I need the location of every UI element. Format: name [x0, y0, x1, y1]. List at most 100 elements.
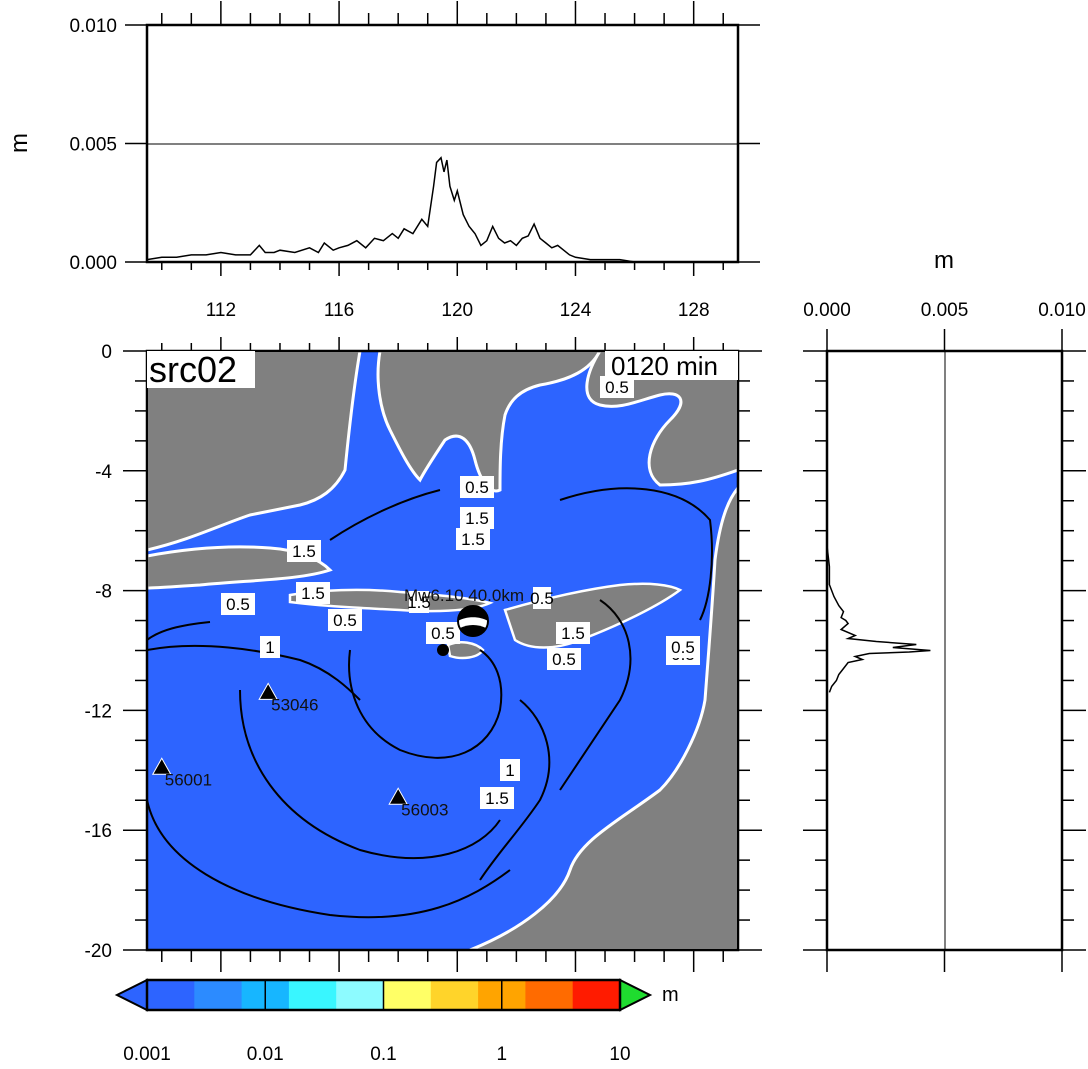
event-label: Mw6.10 40.0km: [404, 586, 524, 605]
colorbar-segment: [336, 980, 384, 1010]
latitude-profile-line: [826, 524, 931, 693]
top-y-tick-label: 0.010: [69, 16, 117, 37]
right-x-tick-label: 0.005: [921, 300, 969, 321]
svg-text:0.5: 0.5: [605, 378, 629, 397]
land-islands-west: [288, 588, 494, 613]
contour-lines: [147, 487, 713, 919]
right-panel-ticks: [803, 329, 1086, 972]
top-y-tick-label: 0.005: [69, 135, 117, 156]
svg-text:1.5: 1.5: [465, 509, 489, 528]
colorbar-tick-label: 0.01: [247, 1044, 284, 1065]
contour-label: 0.5: [530, 587, 554, 609]
colorbar-segment: [525, 980, 574, 1010]
top-panel-ticks: [125, 1, 760, 276]
colorbar-unit: m: [662, 984, 679, 1006]
contour-label: 1.5: [460, 507, 494, 529]
contour-label: 0.5: [547, 648, 581, 670]
contour-label-group: 0.5 0.5 0.5 0.5 0.5 1 1 1.5 1.5 1.5 1.5 …: [221, 376, 700, 809]
land-borneo-sulawesi: [376, 351, 602, 493]
map-panel-ticks: [123, 337, 762, 972]
station-triangle-icon: [151, 757, 172, 775]
contour-label: 1.5: [287, 540, 321, 562]
contour-label: 1.5: [407, 591, 431, 613]
station-triangle-icon: [388, 787, 409, 805]
contour-label: 0.5: [666, 636, 700, 658]
right-x-tick-label: 0.000: [803, 300, 851, 321]
colorbar-under-arrow: [114, 978, 148, 1012]
station-triangle-icon: [258, 682, 279, 700]
contour-label: 0.5: [221, 593, 255, 615]
time-label: 0120 min: [605, 351, 738, 381]
colorbar-tick-label: 10: [609, 1044, 630, 1065]
map-y-tick-label: -4: [95, 462, 112, 483]
station-markers: 53046 56001 56003: [151, 682, 448, 819]
top-panel-y-unit: m: [6, 133, 33, 153]
svg-text:1.5: 1.5: [301, 584, 325, 603]
top-x-tick-label: 128: [678, 300, 710, 321]
top-x-tick-label: 112: [206, 300, 236, 321]
map-y-tick-label: -8: [95, 582, 112, 603]
epicenter-dot: [437, 644, 449, 656]
top-y-tick-label: 0.000: [69, 253, 117, 274]
event-marker: Mw6.10 40.0km: [404, 586, 524, 656]
contour-label: 0.5: [600, 376, 634, 398]
colorbar-segment: [572, 980, 621, 1010]
contour-label: 1.5: [556, 622, 590, 644]
contour-label: 1.5: [296, 582, 330, 604]
svg-text:0.5: 0.5: [552, 650, 576, 669]
right-panel: 0.000 0.005 0.010 m: [803, 247, 1086, 972]
svg-text:1.5: 1.5: [461, 530, 485, 549]
contour-label: 0.5: [328, 609, 362, 631]
contour-label: 1.5: [456, 528, 490, 550]
right-x-tick-label: 0.010: [1038, 300, 1086, 321]
focal-mechanism-icon: [457, 605, 489, 637]
map-panel: 0.5 0.5 0.5 0.5 0.5 1 1 1.5 1.5 1.5 1.5 …: [85, 337, 762, 972]
svg-text:1.5: 1.5: [561, 624, 585, 643]
right-panel-x-unit: m: [934, 247, 954, 274]
colorbar-over-arrow: [619, 978, 653, 1012]
time-label-text: 0120 min: [611, 351, 718, 381]
svg-text:1.5: 1.5: [407, 593, 431, 612]
map-y-tick-label: -20: [85, 941, 112, 962]
station-label: 56003: [401, 800, 448, 819]
svg-text:0.5: 0.5: [226, 595, 250, 614]
station-label: 53046: [271, 695, 318, 714]
svg-text:1: 1: [505, 761, 514, 780]
svg-text:1: 1: [265, 638, 274, 657]
top-panel-x-tick-labels: 112 116 120 124 128: [206, 300, 710, 321]
land-east: [469, 485, 738, 950]
longitude-profile-line: [146, 156, 733, 263]
contour-label: 1: [260, 636, 280, 658]
colorbar-segments: [147, 980, 621, 1010]
svg-text:0.5: 0.5: [671, 638, 695, 657]
svg-text:0.5: 0.5: [431, 624, 455, 643]
top-panel-y-tick-labels: 0.000 0.005 0.010: [69, 16, 117, 274]
map-panel-y-tick-labels: 0 -4 -8 -12 -16 -20: [85, 342, 113, 962]
map-y-tick-label: -16: [85, 821, 112, 842]
source-label-text: src02: [149, 349, 237, 390]
contour-label: 0.5: [426, 622, 460, 644]
svg-text:0.5: 0.5: [530, 589, 554, 608]
contour-label: 0.5: [460, 476, 494, 498]
colorbar-segment: [147, 980, 195, 1010]
svg-text:0.5: 0.5: [465, 478, 489, 497]
colorbar-segment: [194, 980, 243, 1010]
contour-label: 1.5: [480, 787, 514, 809]
top-x-tick-label: 124: [560, 300, 592, 321]
svg-text:1.5: 1.5: [485, 789, 509, 808]
top-panel: 0.000 0.005 0.010 112 116 120 124 128 m: [6, 1, 760, 321]
colorbar-ticks: [146, 980, 621, 1010]
svg-text:1.5: 1.5: [292, 542, 316, 561]
svg-text:0.5: 0.5: [333, 611, 357, 630]
map-y-tick-label: -12: [85, 701, 112, 722]
colorbar-segment: [430, 980, 479, 1010]
colorbar: 0.001 0.01 0.1 1 10 m: [114, 978, 679, 1065]
land-java-sumatra: [147, 351, 362, 552]
colorbar-segment: [383, 980, 432, 1010]
colorbar-tick-label: 1: [496, 1044, 507, 1065]
station-label: 56001: [165, 770, 212, 789]
map-content: 0.5 0.5 0.5 0.5 0.5 1 1 1.5 1.5 1.5 1.5 …: [147, 351, 738, 950]
top-x-tick-label: 116: [324, 300, 354, 321]
land-java-south: [147, 545, 333, 590]
